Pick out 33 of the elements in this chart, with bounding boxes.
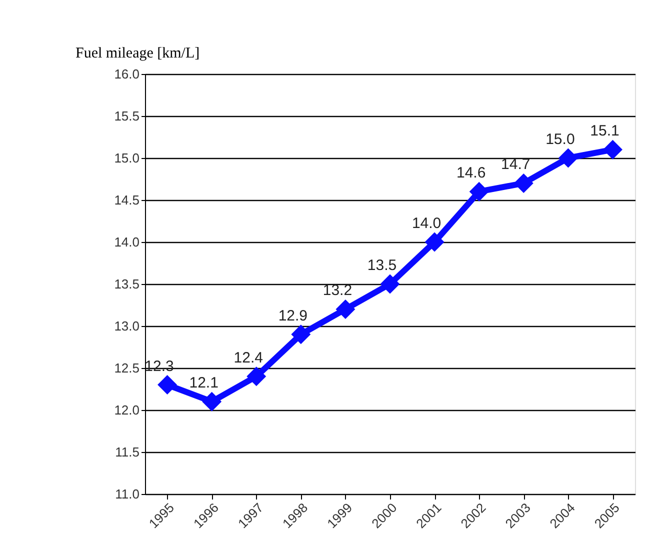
point (336, 299, 356, 319)
point (514, 173, 534, 193)
y-tick-label: 11.0 (115, 486, 140, 502)
y-tick-label: 11.5 (115, 444, 140, 460)
data-label: 14.0 (412, 215, 442, 232)
data-label: 13.5 (367, 257, 397, 274)
y-tick-label: 14.5 (114, 192, 140, 208)
y-tick-label: 12.5 (114, 360, 140, 376)
point (202, 392, 222, 412)
data-label: 14.7 (501, 156, 530, 174)
y-axis-title: Fuel mileage [km/L] (76, 46, 200, 62)
point (158, 375, 178, 395)
y-tick-label: 16.0 (114, 66, 140, 82)
point (558, 148, 578, 168)
data-label: 15.0 (546, 131, 575, 148)
point (469, 182, 489, 202)
y-tick-label: 14.0 (114, 234, 140, 250)
data-label: 13.2 (322, 282, 352, 300)
data-label: 12.4 (234, 349, 263, 366)
data-label: 12.9 (278, 307, 308, 324)
data-label: 15.1 (590, 122, 620, 140)
point (380, 274, 400, 294)
data-label: 14.6 (456, 164, 486, 182)
y-tick-label: 15.0 (114, 150, 140, 166)
y-tick-label: 12.0 (114, 402, 140, 418)
y-tick-label: 13.5 (114, 276, 140, 292)
point (246, 366, 266, 386)
point (602, 140, 622, 160)
point (291, 324, 311, 344)
y-tick-label: 13.0 (114, 318, 140, 334)
point (424, 232, 444, 252)
y-tick-label: 15.5 (114, 108, 140, 124)
data-label: 12.1 (189, 374, 218, 392)
